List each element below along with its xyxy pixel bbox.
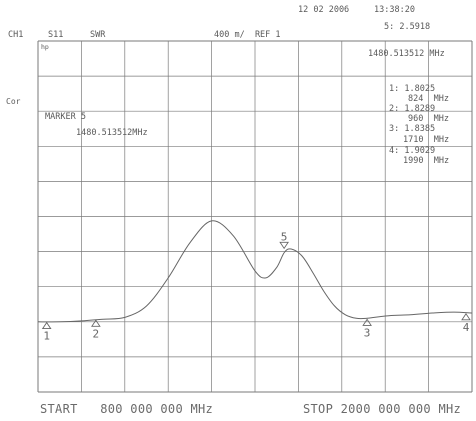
marker-4: 4 <box>461 312 471 334</box>
marker-table-value: 4: 1.9029 <box>389 146 436 156</box>
channel-label: CH1 <box>8 30 24 40</box>
marker-number: 2 <box>93 327 100 340</box>
marker-number: 3 <box>364 326 371 339</box>
marker-triangle <box>362 318 372 326</box>
marker-3: 3 <box>362 318 372 339</box>
active-marker-frequency: 1480.513512 MHz <box>368 49 445 59</box>
active-marker-readout: 5: 2.5918 <box>384 22 431 32</box>
marker-layer: 1 2 3 4 5 <box>41 230 471 343</box>
marker-triangle <box>279 241 289 250</box>
marker-table-freq: 824 MHz <box>408 94 449 104</box>
marker-number: 1 <box>43 330 50 343</box>
marker-table-value: 3: 1.8385 <box>389 124 436 134</box>
marker-table-freq: 1990 MHz <box>403 156 450 166</box>
marker-triangle <box>41 321 52 330</box>
graticule-grid <box>37 40 473 393</box>
marker-triangle <box>91 319 101 327</box>
marker-table-freq: 960 MHz <box>408 114 449 124</box>
marker-5: 5 <box>279 230 289 250</box>
swr-trace <box>37 220 473 323</box>
marker-1: 1 <box>41 321 52 343</box>
marker-2: 2 <box>91 319 101 340</box>
date-label: 12 02 2006 <box>298 5 350 15</box>
correction-indicator: Cor <box>6 97 21 106</box>
marker-number: 4 <box>463 321 470 334</box>
marker-frequency: 1480.513512MHz <box>76 128 148 138</box>
marker-triangle <box>461 312 471 321</box>
stop-frequency: STOP 2000 000 000 MHz <box>303 402 462 416</box>
marker-label: MARKER 5 <box>45 112 86 122</box>
marker-table-freq: 1710 MHz <box>403 135 450 145</box>
scale-label: 400 m/ REF 1 <box>214 30 281 40</box>
parameter-label: S11 <box>48 30 64 40</box>
marker-table-value: 2: 1.8289 <box>389 104 436 114</box>
time-label: 13:38:20 <box>374 5 415 15</box>
format-label: SWR <box>90 30 106 40</box>
hp-logo-label: hp <box>41 43 49 51</box>
marker-table-value: 1: 1.8025 <box>389 84 436 94</box>
start-frequency: START 800 000 000 MHz <box>40 402 214 416</box>
marker-number: 5 <box>281 230 288 243</box>
